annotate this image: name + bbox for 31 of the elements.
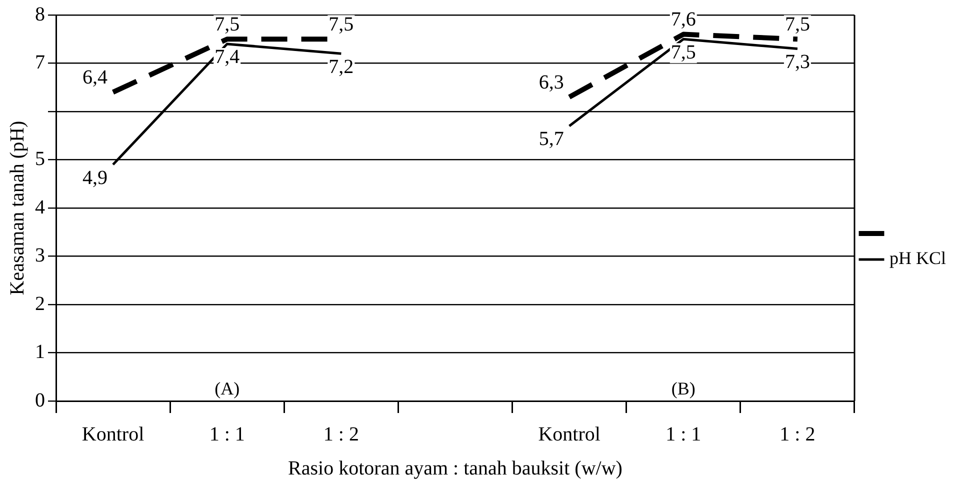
data-label: 7,3 [784, 51, 810, 74]
y-tick-label: 5 [35, 148, 45, 170]
data-label: 7,2 [328, 56, 354, 78]
x-tick-label: 1 : 1 [666, 423, 702, 446]
y-tick-label: 8 [35, 3, 45, 26]
annotation: (B) [671, 378, 696, 399]
y-tick-label: 4 [35, 196, 45, 218]
x-tick-label: 1 : 2 [323, 423, 359, 446]
data-label: 5,7 [538, 128, 564, 150]
x-tick-label: Kontrol [538, 423, 601, 446]
x-tick-label: 1 : 1 [209, 423, 245, 446]
data-label: 7,5 [784, 13, 810, 36]
y-tick-label: 7 [35, 52, 45, 74]
data-label: 6,3 [538, 71, 564, 94]
data-label: 7,5 [328, 13, 354, 36]
legend-label: pH KCl [889, 248, 946, 268]
data-label: 6,4 [82, 66, 108, 88]
data-label: 7,6 [670, 8, 696, 31]
y-axis-title: Keasaman tanah (pH) [6, 120, 28, 296]
data-label: 4,9 [82, 166, 108, 189]
x-tick-label: 1 : 2 [780, 423, 816, 446]
y-tick-label: 2 [35, 292, 45, 315]
annotation: (A) [214, 378, 240, 399]
y-tick-label: 3 [35, 244, 45, 266]
x-axis-title: Rasio kotoran ayam : tanah bauksit (w/w) [288, 457, 622, 480]
data-label: 7,5 [670, 41, 696, 64]
y-tick-label: 0 [35, 389, 45, 412]
y-tick-label: 1 [35, 341, 45, 363]
data-label: 7,4 [214, 46, 240, 68]
data-label: 7,5 [214, 13, 240, 36]
x-tick-label: Kontrol [82, 423, 145, 446]
